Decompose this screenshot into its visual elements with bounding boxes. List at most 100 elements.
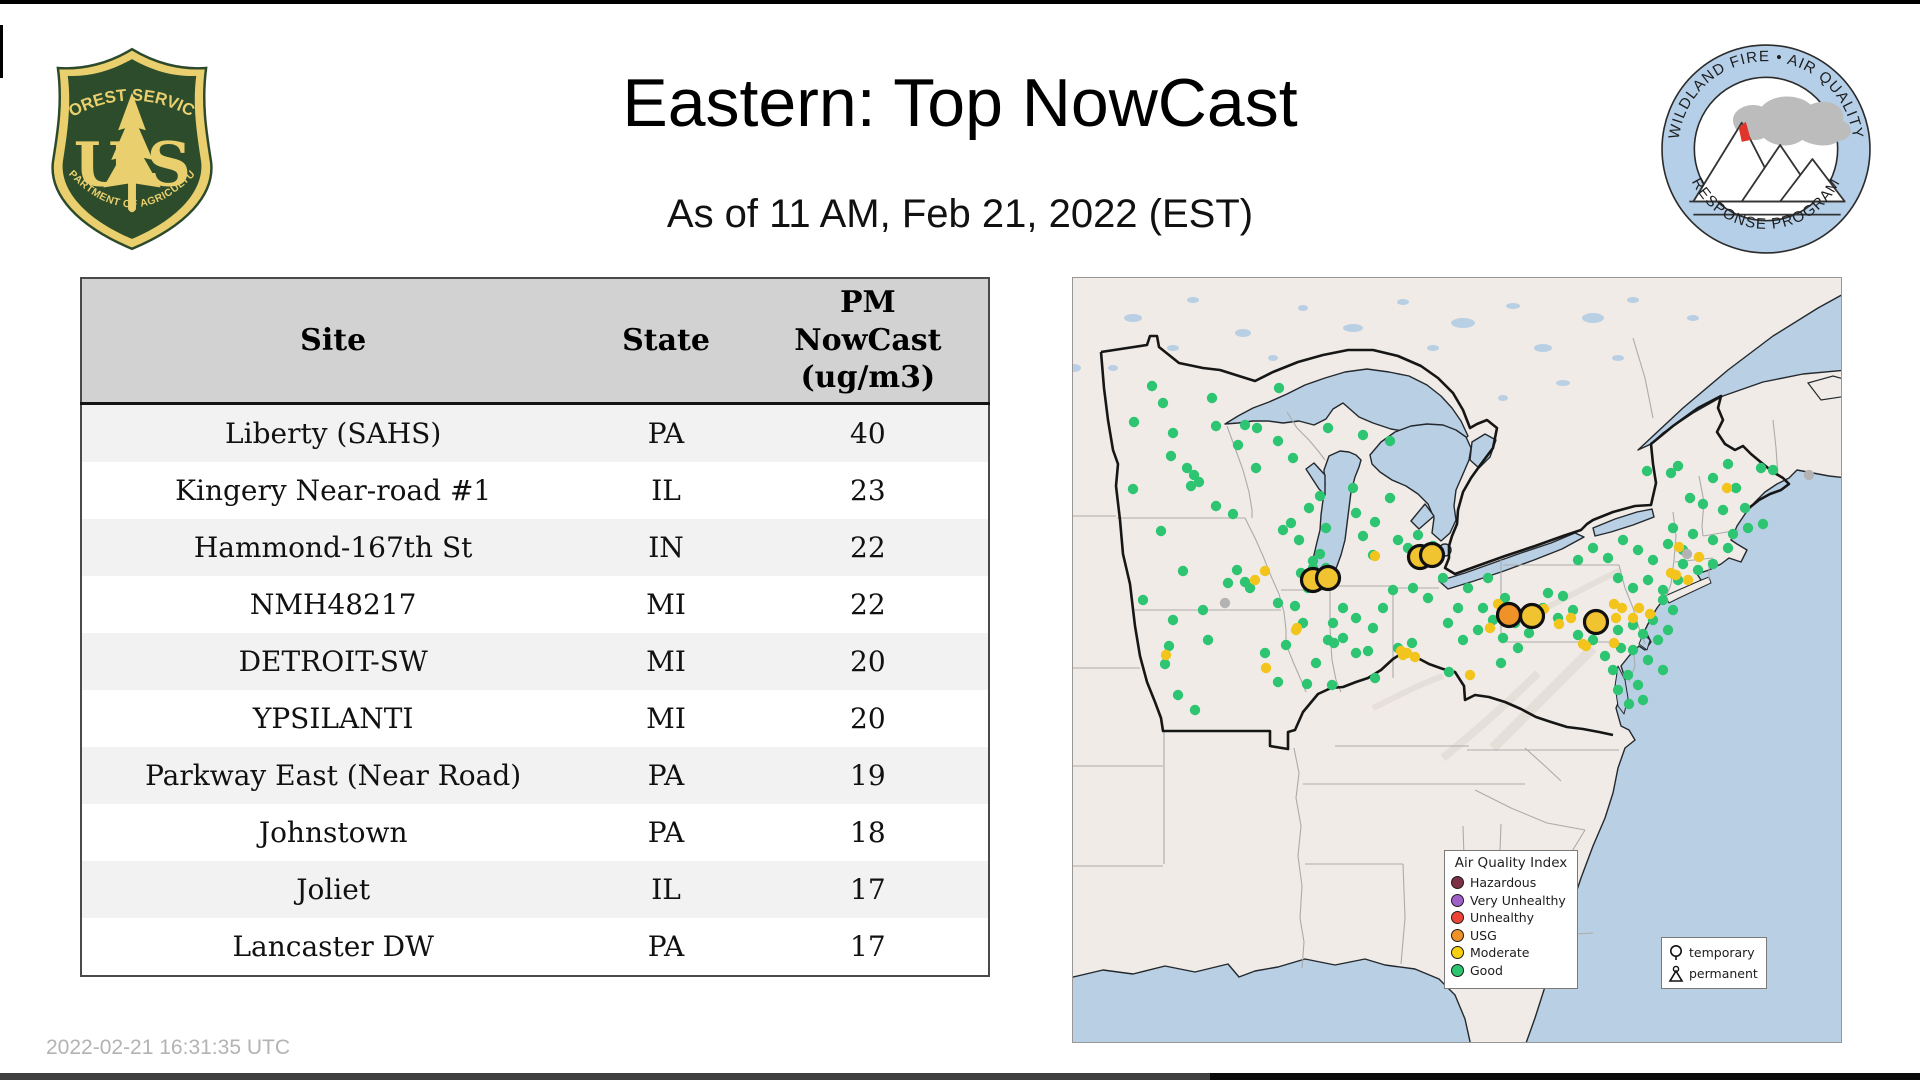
generated-timestamp: 2022-02-21 16:31:35 UTC <box>46 1036 290 1059</box>
lake-ontario <box>1592 508 1655 537</box>
table-row: Hammond-167th St IN 22 <box>81 519 989 576</box>
table-cell: PA <box>647 930 685 963</box>
gulf-of-mexico <box>1073 958 1471 1042</box>
aqi-legend-item: Good <box>1451 962 1571 980</box>
missing-data-dots <box>1219 469 1815 609</box>
long-island <box>1664 576 1712 604</box>
aqi-legend-label: Hazardous <box>1470 875 1537 891</box>
top-site-marker <box>1582 608 1610 636</box>
table-row: YPSILANTI MI 20 <box>81 690 989 747</box>
table-cell: Kingery Near-road #1 <box>175 474 492 507</box>
table-cell: DETROIT-SW <box>238 645 428 678</box>
table-cell: 17 <box>850 930 886 963</box>
table-row: Parkway East (Near Road) PA 19 <box>81 747 989 804</box>
table-row: Joliet IL 17 <box>81 861 989 918</box>
table-row: Kingery Near-road #1 IL 23 <box>81 462 989 519</box>
table-cell: IN <box>648 531 684 564</box>
aqi-color-swatch <box>1451 876 1464 890</box>
left-edge-bar <box>0 25 3 78</box>
aqi-color-swatch <box>1451 963 1464 977</box>
table-cell: 18 <box>850 816 886 849</box>
table-cell: Joliet <box>296 873 371 906</box>
svg-text:S: S <box>147 129 191 201</box>
permanent-triangle-icon <box>1668 965 1684 982</box>
aqi-legend-label: Moderate <box>1470 945 1530 961</box>
table-cell: Johnstown <box>258 816 408 849</box>
aqi-color-swatch <box>1451 911 1464 925</box>
top-edge-bar <box>0 0 1920 4</box>
forest-service-shield-icon: FOREST SERVICE U S DEPARTMENT OF AGRICUL… <box>42 30 213 251</box>
aqi-legend-item: USG <box>1451 927 1571 945</box>
top-site-marker <box>1495 601 1523 629</box>
mountains-icon <box>1689 121 1846 216</box>
table-row: DETROIT-SW MI 20 <box>81 633 989 690</box>
table-cell: 22 <box>850 531 886 564</box>
pine-tree-icon <box>103 92 161 213</box>
table-cell: PA <box>647 759 685 792</box>
table-cell: 20 <box>850 645 886 678</box>
table-row: Lancaster DW PA 17 <box>81 918 989 976</box>
table-row: NMH48217 MI 22 <box>81 576 989 633</box>
table-cell: 22 <box>850 588 886 621</box>
table-cell: 40 <box>850 417 886 450</box>
aqi-legend-item: Moderate <box>1451 944 1571 962</box>
atlantic-ocean <box>1525 469 1841 1042</box>
water-bodies <box>1073 294 1841 1042</box>
legend-item-temporary: temporary <box>1668 942 1760 963</box>
aqi-legend-item: Hazardous <box>1451 874 1571 892</box>
page-subtitle: As of 11 AM, Feb 21, 2022 (EST) <box>666 192 1254 236</box>
aqi-legend-item: Very Unhealthy <box>1451 892 1571 910</box>
flame-icon <box>1738 121 1751 142</box>
table-cell: Parkway East (Near Road) <box>145 759 522 792</box>
table-cell: 23 <box>850 474 886 507</box>
nowcast-table-header: Site State PM NowCast (ug/m3) <box>81 278 989 405</box>
wfaqrp-logo: WILDLAND FIRE • AIR QUALITY RESPONSE PRO… <box>1659 42 1873 256</box>
lake-erie <box>1438 532 1585 590</box>
page-title: Eastern: Top NowCast <box>622 65 1298 141</box>
column-header-pm-nowcast: PM NowCast (ug/m3) <box>747 278 989 405</box>
table-cell: Lancaster DW <box>232 930 434 963</box>
top-site-marker <box>1518 602 1546 630</box>
small-lakes <box>1073 297 1699 401</box>
moderate-monitor-dots <box>1160 482 1733 681</box>
bottom-edge-bar-dark <box>1210 1073 1920 1080</box>
nowcast-table-body: Liberty (SAHS) PA 40 Kingery Near-road #1 IL… <box>81 403 989 976</box>
table-cell: 19 <box>850 759 886 792</box>
table-cell: 17 <box>850 873 886 906</box>
aqi-legend-item: Unhealthy <box>1451 909 1571 927</box>
terrain-shading <box>1371 567 1623 762</box>
table-cell: IL <box>651 474 681 507</box>
aqi-color-swatch <box>1451 946 1464 960</box>
table-cell: YPSILANTI <box>252 702 414 735</box>
table-cell: NMH48217 <box>249 588 417 621</box>
table-cell: MI <box>646 588 686 621</box>
saginaw-bay <box>1410 503 1435 530</box>
green-bay <box>1305 462 1326 496</box>
table-cell: MI <box>646 702 686 735</box>
top-site-marker <box>1418 541 1446 569</box>
lake-huron <box>1369 423 1472 542</box>
table-row: Liberty (SAHS) PA 40 <box>81 403 989 462</box>
table-cell: 20 <box>850 702 886 735</box>
table-cell: MI <box>646 645 686 678</box>
wfaqrp-badge-icon: WILDLAND FIRE • AIR QUALITY RESPONSE PRO… <box>1661 44 1871 254</box>
aqi-color-swatch <box>1451 928 1464 942</box>
georgian-bay <box>1469 433 1497 469</box>
bottom-edge-bar <box>0 1073 1920 1080</box>
table-cell: Liberty (SAHS) <box>225 417 442 450</box>
aqi-legend-label: Good <box>1470 962 1503 978</box>
marker-type-legend: temporary permanent <box>1661 937 1767 989</box>
temporary-circle-icon <box>1670 944 1682 960</box>
top-site-marker <box>1314 564 1342 592</box>
legend-item-permanent: permanent <box>1668 963 1760 984</box>
table-cell: PA <box>647 417 685 450</box>
forest-service-logo: FOREST SERVICE U S DEPARTMENT OF AGRICUL… <box>42 30 216 253</box>
aqi-legend-label: Unhealthy <box>1470 910 1535 926</box>
table-row: Johnstown PA 18 <box>81 804 989 861</box>
aqi-legend-label: USG <box>1470 927 1497 943</box>
table-cell: PA <box>647 816 685 849</box>
nova-scotia <box>1806 375 1841 401</box>
smoke-icon <box>1733 96 1851 146</box>
aqi-legend-label: Very Unhealthy <box>1470 892 1566 908</box>
